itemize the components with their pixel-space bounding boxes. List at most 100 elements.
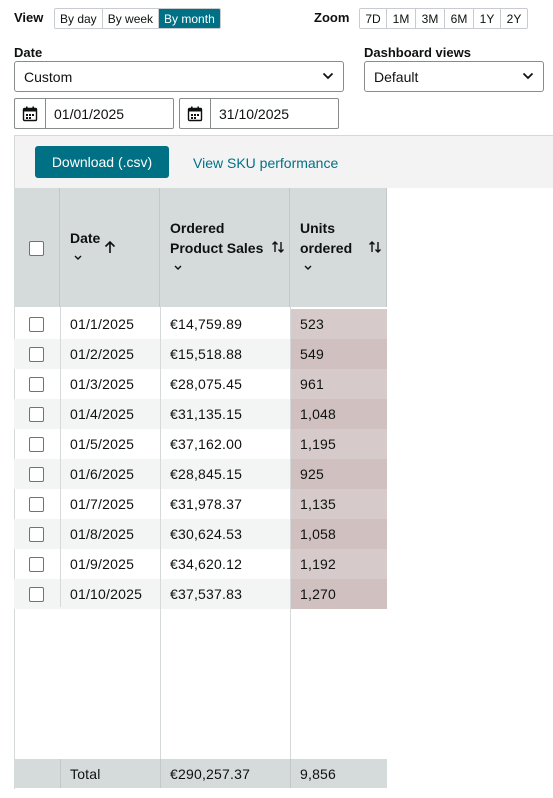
zoom-toggle: 7D 1M 3M 6M 1Y 2Y [359,8,528,29]
date-cell: 01/4/2025 [70,406,135,422]
units-label-line2: ordered [300,240,353,256]
units-cell-highlight [291,429,387,459]
units-label-line1: Units [300,220,335,236]
units-cell-highlight [291,519,387,549]
dashboard-views-value: Default [374,68,419,85]
sales-label-line1: Ordered [170,220,225,236]
end-date-value: 31/10/2025 [219,105,290,122]
row-checkbox[interactable] [29,527,44,542]
total-units: 9,856 [300,765,337,782]
date-cell: 01/8/2025 [70,526,135,542]
sales-cell: €34,620.12 [170,556,243,572]
units-cell: 549 [300,346,324,362]
zoom-2y-button[interactable]: 2Y [501,9,527,28]
date-column-label: Date [70,230,101,246]
header-date[interactable]: Date [60,188,160,307]
sort-icon[interactable] [271,240,285,254]
units-cell: 1,192 [300,556,337,572]
chevron-down-icon [322,72,334,80]
download-csv-button[interactable]: Download (.csv) [35,146,169,178]
zoom-3m-button[interactable]: 3M [416,9,445,28]
chevron-down-icon[interactable] [73,254,83,262]
chevron-down-icon[interactable] [303,264,313,272]
sales-cell: €31,978.37 [170,496,243,512]
sales-label-line2: Product Sales [170,240,264,256]
total-label: Total [70,765,101,782]
row-checkbox[interactable] [29,317,44,332]
dashboard-views-label: Dashboard views [364,45,471,60]
view-label: View [14,10,44,25]
sales-column-label: Ordered Product Sales [170,218,263,258]
sort-ascending-icon[interactable] [103,240,117,254]
select-all-checkbox[interactable] [29,241,44,256]
table-row: 01/10/2025 €37,537.83 1,270 [14,579,387,609]
units-cell: 523 [300,316,324,332]
row-checkbox[interactable] [29,497,44,512]
sales-cell: €15,518.88 [170,346,243,362]
units-cell: 1,058 [300,526,337,542]
date-range-value: Custom [24,68,73,85]
table-row: 01/7/2025 €31,978.37 1,135 [14,489,387,519]
units-cell: 961 [300,376,324,392]
date-cell: 01/6/2025 [70,466,135,482]
sales-cell: €37,162.00 [170,436,243,452]
view-by-month-button[interactable]: By month [159,9,220,28]
view-toggle: By day By week By month [54,8,221,29]
table-row: 01/1/2025 €14,759.89 523 [14,309,387,339]
units-cell-highlight [291,369,387,399]
zoom-1m-button[interactable]: 1M [387,9,416,28]
end-date-input[interactable]: 31/10/2025 [179,98,339,129]
table-row: 01/4/2025 €31,135.15 1,048 [14,399,387,429]
zoom-1y-button[interactable]: 1Y [474,9,501,28]
total-sales: €290,257.37 [170,765,251,782]
row-checkbox[interactable] [29,557,44,572]
date-range-select[interactable]: Custom [14,61,344,92]
start-date-value: 01/01/2025 [54,105,125,122]
units-column-label: Units ordered [300,218,352,258]
date-cell: 01/5/2025 [70,436,135,452]
row-checkbox[interactable] [29,437,44,452]
header-units-ordered[interactable]: Units ordered [290,188,387,307]
date-cell: 01/10/2025 [70,586,143,602]
units-cell: 1,135 [300,496,337,512]
sort-icon[interactable] [368,240,382,254]
calendar-icon[interactable] [180,99,211,128]
column-divider [60,759,61,788]
view-by-week-button[interactable]: By week [102,9,160,28]
zoom-7d-button[interactable]: 7D [360,9,387,28]
sales-cell: €31,135.15 [170,406,243,422]
row-checkbox[interactable] [29,467,44,482]
header-ordered-product-sales[interactable]: Ordered Product Sales [160,188,290,307]
units-cell-highlight [291,489,387,519]
units-cell-highlight [291,579,387,609]
column-divider [60,307,61,607]
row-checkbox[interactable] [29,587,44,602]
date-cell: 01/7/2025 [70,496,135,512]
table-row: 01/2/2025 €15,518.88 549 [14,339,387,369]
chevron-down-icon[interactable] [173,264,183,272]
column-divider [290,759,291,788]
units-cell-highlight [291,309,387,339]
zoom-6m-button[interactable]: 6M [445,9,474,28]
row-checkbox[interactable] [29,407,44,422]
calendar-icon[interactable] [15,99,46,128]
date-cell: 01/3/2025 [70,376,135,392]
units-cell-highlight [291,459,387,489]
units-cell-highlight [291,549,387,579]
table-row: 01/6/2025 €28,845.15 925 [14,459,387,489]
column-divider [160,759,161,788]
date-cell: 01/2/2025 [70,346,135,362]
dashboard-views-select[interactable]: Default [364,61,544,92]
header-select-column [14,188,60,307]
column-divider [160,307,161,759]
view-by-day-button[interactable]: By day [55,9,103,28]
row-checkbox[interactable] [29,377,44,392]
table-row: 01/3/2025 €28,075.45 961 [14,369,387,399]
view-sku-performance-link[interactable]: View SKU performance [193,155,339,171]
units-cell: 1,195 [300,436,337,452]
sales-cell: €30,624.53 [170,526,243,542]
date-label: Date [14,45,43,60]
start-date-input[interactable]: 01/01/2025 [14,98,174,129]
row-checkbox[interactable] [29,347,44,362]
table-row: 01/5/2025 €37,162.00 1,195 [14,429,387,459]
